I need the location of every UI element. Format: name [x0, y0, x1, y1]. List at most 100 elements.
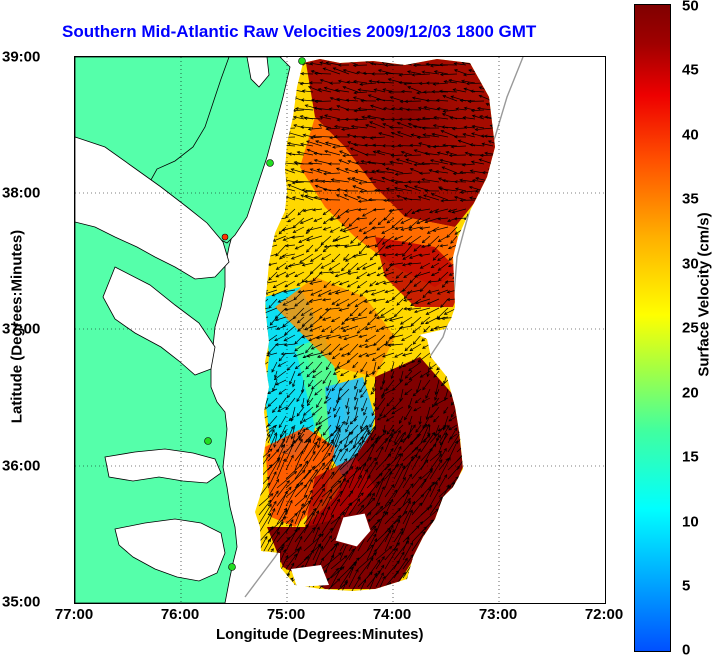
velocity-arrow [312, 135, 332, 138]
velocity-arrow [429, 477, 441, 489]
velocity-arrow-head [320, 511, 324, 516]
velocity-arrow [276, 430, 287, 444]
velocity-arrow-head [481, 437, 485, 441]
velocity-arrow-head [370, 437, 375, 441]
velocity-arrow-head [385, 187, 390, 191]
velocity-arrow [429, 565, 440, 579]
velocity-arrow-head [483, 189, 488, 193]
velocity-arrow [430, 64, 449, 67]
velocity-arrow [309, 307, 323, 316]
velocity-arrow [370, 136, 386, 139]
velocity-arrow-head [451, 320, 455, 324]
velocity-arrow [361, 116, 377, 120]
velocity-arrow-head [434, 580, 439, 584]
velocity-arrow [326, 127, 341, 130]
velocity-arrow [410, 316, 422, 326]
velocity-arrow-head [299, 220, 304, 224]
velocity-arrow [448, 361, 458, 374]
velocity-arrow [322, 316, 332, 321]
velocity-arrow-head [343, 555, 348, 559]
velocity-arrow-head [338, 282, 343, 286]
velocity-arrow [335, 235, 350, 241]
velocity-arrow-head [484, 442, 489, 447]
radar-site [228, 563, 236, 571]
velocity-arrow [437, 289, 449, 295]
velocity-arrow [398, 145, 413, 147]
velocity-arrow [333, 397, 341, 412]
velocity-arrow-head [269, 322, 274, 326]
velocity-arrow [416, 118, 431, 121]
velocity-arrow-head [320, 241, 325, 246]
velocity-arrow [321, 535, 332, 552]
velocity-arrow [312, 526, 320, 543]
velocity-arrow [405, 100, 422, 102]
velocity-arrow [488, 168, 495, 174]
velocity-arrow-head [324, 141, 329, 145]
velocity-arrow-head [318, 421, 322, 425]
velocity-arrow-head [426, 373, 430, 378]
velocity-arrow-head [453, 560, 457, 564]
velocity-arrow [391, 361, 395, 372]
velocity-arrow [455, 188, 467, 192]
velocity-arrow-head [474, 528, 479, 532]
velocity-arrow [363, 406, 368, 416]
velocity-arrow-head [280, 521, 284, 525]
velocity-arrow-head [414, 446, 419, 451]
velocity-arrow-head [332, 238, 337, 242]
velocity-arrow [284, 343, 296, 346]
velocity-arrow [470, 406, 476, 414]
velocity-arrow-head [398, 445, 402, 450]
velocity-arrow [255, 397, 260, 406]
velocity-arrow-head [324, 307, 329, 312]
velocity-arrow-head [374, 313, 378, 317]
velocity-arrow [335, 289, 350, 294]
velocity-arrow [412, 325, 422, 333]
velocity-arrow-head [471, 114, 476, 118]
velocity-arrow-head [369, 283, 373, 287]
x-tick-label: 74:00 [372, 606, 412, 623]
velocity-arrow [438, 458, 449, 471]
velocity-arrow [447, 550, 464, 570]
velocity-arrow-head [343, 189, 348, 193]
velocity-arrow-head [496, 559, 499, 562]
velocity-arrow-head [276, 531, 280, 536]
velocity-arrow [347, 262, 359, 273]
velocity-arrow-head [379, 326, 384, 330]
velocity-arrow-head [407, 242, 412, 246]
velocity-arrow-head [471, 178, 476, 183]
velocity-arrow-head [367, 474, 371, 479]
velocity-arrow-head [354, 118, 358, 122]
velocity-arrow-head [484, 72, 489, 76]
velocity-arrow [343, 334, 359, 340]
velocity-arrow [314, 152, 332, 156]
velocity-arrow-head [483, 376, 487, 380]
velocity-arrow-head [351, 177, 356, 181]
velocity-arrow-head [282, 458, 286, 463]
velocity-arrow-head [378, 132, 382, 136]
velocity-arrow [468, 289, 485, 295]
velocity-arrow [310, 136, 323, 139]
velocity-arrow [321, 441, 334, 462]
velocity-arrow [462, 433, 467, 443]
velocity-arrow [474, 548, 488, 561]
velocity-arrow-head [367, 431, 372, 436]
velocity-arrow-head [486, 180, 490, 185]
velocity-arrow-head [454, 566, 458, 570]
velocity-arrow-head [397, 519, 401, 523]
velocity-arrow-head [443, 311, 448, 315]
velocity-arrow [415, 298, 431, 304]
velocity-arrow-head [389, 96, 394, 100]
velocity-arrow-head [306, 148, 311, 152]
velocity-arrow-head [419, 288, 424, 292]
velocity-arrow [429, 555, 437, 570]
velocity-arrow [318, 124, 332, 129]
velocity-arrow-head [249, 222, 252, 225]
velocity-arrow [437, 343, 449, 353]
velocity-arrow [463, 280, 476, 288]
velocity-arrow [304, 280, 314, 282]
velocity-arrow-head [474, 127, 479, 132]
velocity-arrow-head [374, 439, 378, 444]
velocity-arrow [462, 163, 476, 166]
velocity-arrow [381, 118, 395, 121]
velocity-arrow [393, 463, 403, 480]
